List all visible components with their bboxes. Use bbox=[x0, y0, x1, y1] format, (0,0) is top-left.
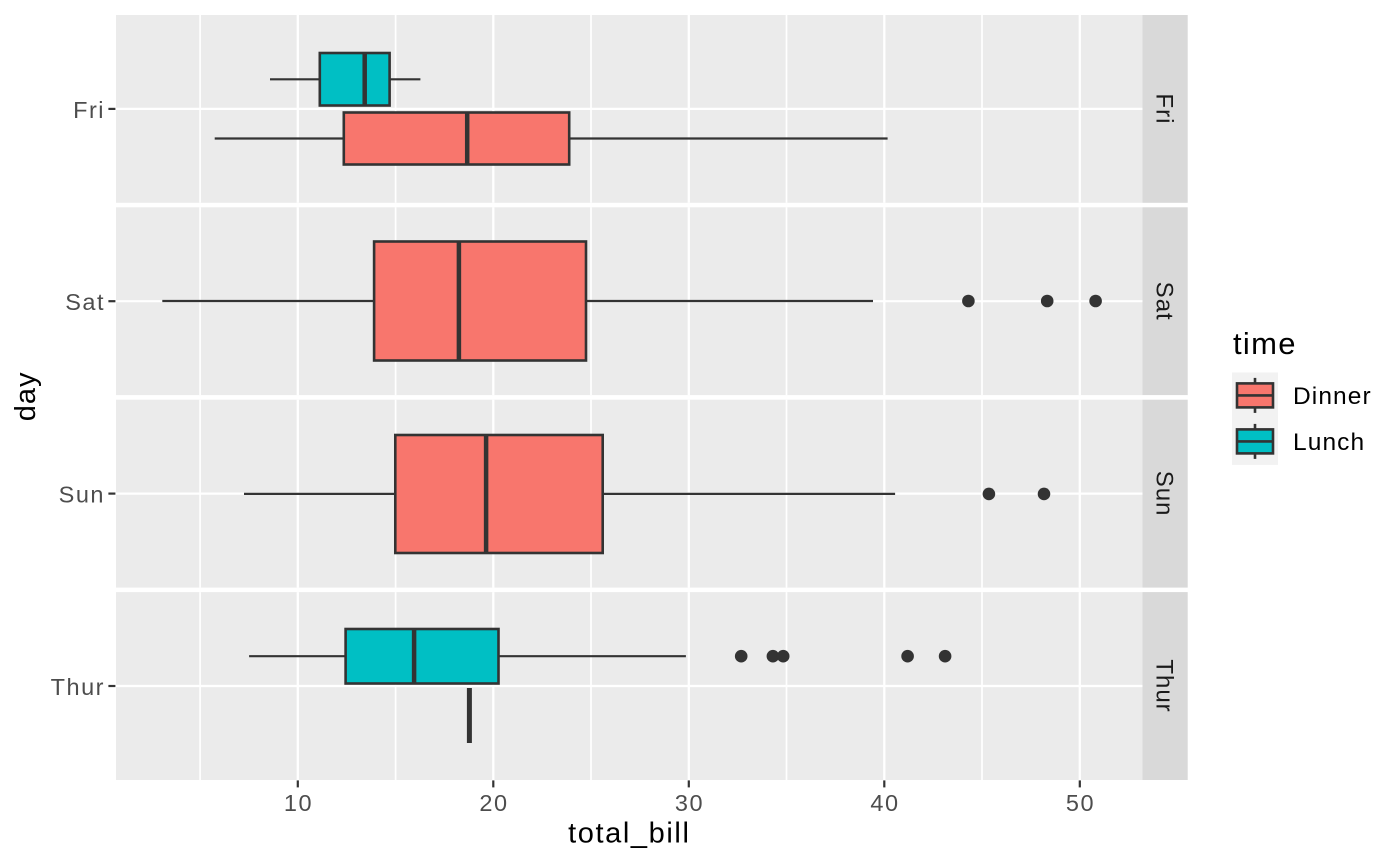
svg-text:20: 20 bbox=[479, 790, 508, 816]
svg-text:day: day bbox=[10, 372, 42, 422]
svg-text:Sun: Sun bbox=[59, 482, 105, 508]
svg-text:Sat: Sat bbox=[1151, 282, 1178, 321]
svg-text:30: 30 bbox=[675, 790, 704, 816]
svg-text:Dinner: Dinner bbox=[1293, 383, 1372, 410]
svg-text:Sun: Sun bbox=[1151, 471, 1178, 517]
svg-text:time: time bbox=[1233, 326, 1297, 361]
svg-text:total_bill: total_bill bbox=[568, 818, 690, 850]
svg-text:Sat: Sat bbox=[65, 289, 105, 315]
svg-text:Fri: Fri bbox=[1151, 93, 1178, 124]
svg-text:Fri: Fri bbox=[73, 97, 105, 123]
svg-text:10: 10 bbox=[284, 790, 313, 816]
svg-text:Thur: Thur bbox=[1151, 659, 1178, 712]
svg-text:40: 40 bbox=[870, 790, 899, 816]
svg-text:Thur: Thur bbox=[51, 674, 105, 700]
svg-text:Lunch: Lunch bbox=[1293, 429, 1365, 456]
svg-text:50: 50 bbox=[1066, 790, 1095, 816]
